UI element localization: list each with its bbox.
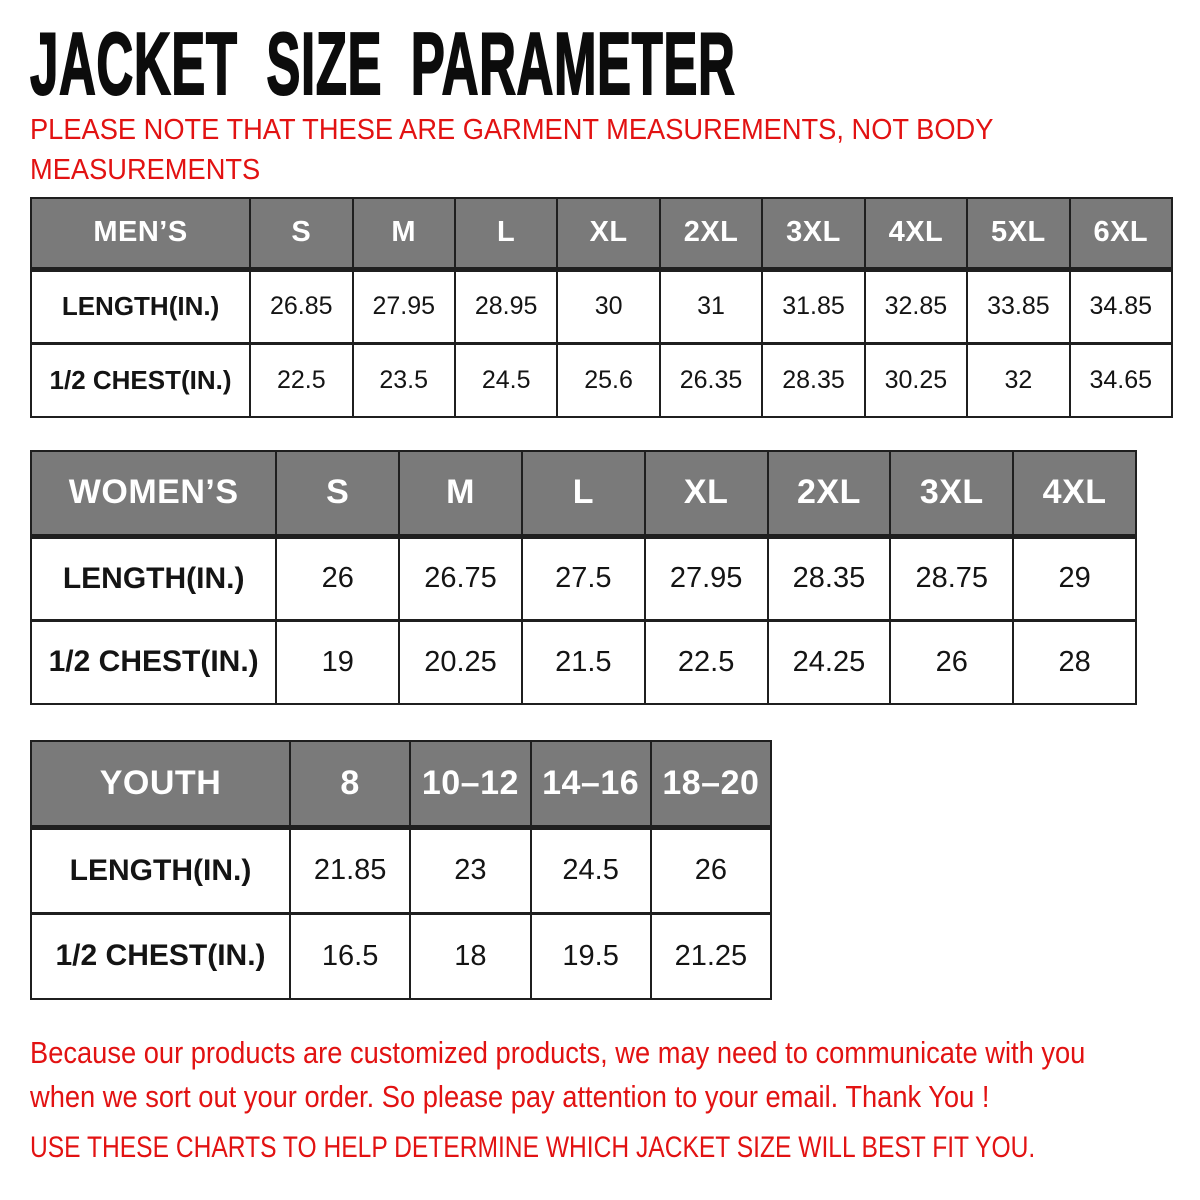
measurement-value-cell: 26: [275, 535, 401, 622]
measurement-value-cell: 26: [649, 826, 773, 915]
measurement-value-cell: 27.95: [351, 268, 456, 345]
measurement-value-cell: 31: [658, 268, 764, 345]
row-label-cell: LENGTH(IN.): [29, 268, 252, 345]
size-column-header: 4XL: [863, 197, 969, 272]
size-column-header: S: [249, 197, 354, 272]
measurement-value-cell: 26: [889, 619, 1015, 705]
size-column-header: 5XL: [966, 197, 1071, 272]
table-title-cell: WOMEN’S: [29, 450, 278, 539]
measurement-value-cell: 28.75: [889, 535, 1015, 622]
size-column-header: L: [520, 450, 646, 539]
row-label-cell: LENGTH(IN.): [29, 535, 278, 622]
measurement-value-cell: 34.85: [1068, 268, 1174, 345]
notice-line: Because our products are customized prod…: [30, 1035, 1086, 1070]
row-label-cell: 1/2 CHEST(IN.): [29, 342, 252, 418]
table-title-cell: YOUTH: [30, 740, 291, 830]
measurement-value-cell: 26.75: [398, 535, 523, 622]
row-label-cell: LENGTH(IN.): [30, 826, 291, 915]
table-row: LENGTH(IN.) 26 26.75 27.5 27.95 28.35 28.75 29: [29, 535, 1137, 622]
measurement-value-cell: 32.85: [863, 268, 969, 345]
size-column-header: M: [351, 197, 456, 272]
table-row: 1/2 CHEST(IN.) 16.5 18 19.5 21.25: [30, 912, 773, 1000]
size-column-header: XL: [556, 197, 661, 272]
size-column-header: 6XL: [1068, 197, 1174, 272]
note-line: PLEASE NOTE THAT THESE ARE GARMENT MEASU…: [30, 114, 994, 146]
size-column-header: L: [453, 197, 559, 272]
size-column-header: 18–20: [649, 740, 773, 830]
table-row: 1/2 CHEST(IN.) 19 20.25 21.5 22.5 24.25 26 28: [29, 619, 1137, 705]
measurement-value-cell: 26.85: [249, 268, 354, 345]
measurement-value-cell: 22.5: [249, 342, 354, 418]
measurement-value-cell: 26.35: [658, 342, 764, 418]
garment-measurement-note: PLEASE NOTE THAT THESE ARE GARMENT MEASU…: [30, 110, 993, 190]
header-row: WOMEN’S S M L XL 2XL 3XL 4XL: [29, 450, 1137, 539]
womens-size-table: WOMEN’S S M L XL 2XL 3XL 4XL LENGTH(IN.) 26 26.75 2…: [29, 450, 1137, 705]
header-row: MEN’S S M L XL 2XL 3XL 4XL 5XL 6XL: [29, 197, 1174, 272]
measurement-value-cell: 22.5: [643, 619, 769, 705]
size-column-header: 3XL: [761, 197, 866, 272]
measurement-value-cell: 28.35: [766, 535, 892, 622]
size-column-header: S: [275, 450, 401, 539]
youth-size-table: YOUTH 8 10–12 14–16 18–20 LENGTH(IN.) 21.85 23 2…: [30, 740, 773, 1000]
measurement-value-cell: 19.5: [529, 912, 652, 1000]
note-line: MEASUREMENTS: [30, 154, 261, 187]
measurement-value-cell: 27.5: [520, 535, 646, 622]
table-row: LENGTH(IN.) 26.85 27.95 28.95 30 31 31.85 32.85…: [29, 268, 1174, 345]
size-column-header: 10–12: [409, 740, 532, 830]
measurement-value-cell: 23.5: [351, 342, 456, 418]
measurement-value-cell: 24.25: [766, 619, 892, 705]
measurement-value-cell: 32: [966, 342, 1071, 418]
table-row: 1/2 CHEST(IN.) 22.5 23.5 24.5 25.6 26.35 28.35…: [29, 342, 1174, 418]
measurement-value-cell: 20.25: [398, 619, 523, 705]
row-label-cell: 1/2 CHEST(IN.): [30, 912, 291, 1000]
size-column-header: 2XL: [766, 450, 892, 539]
measurement-value-cell: 29: [1012, 535, 1137, 622]
measurement-value-cell: 18: [409, 912, 532, 1000]
size-column-header: 3XL: [889, 450, 1015, 539]
row-label-cell: 1/2 CHEST(IN.): [29, 619, 278, 705]
table-row: LENGTH(IN.) 21.85 23 24.5 26: [30, 826, 773, 915]
measurement-value-cell: 28.35: [761, 342, 866, 418]
size-column-header: 4XL: [1012, 450, 1137, 539]
mens-size-table: MEN’S S M L XL 2XL 3XL 4XL 5XL 6XL LENGTH(IN.) 26.8…: [29, 197, 1174, 418]
size-column-header: 8: [288, 740, 412, 830]
measurement-value-cell: 34.65: [1068, 342, 1174, 418]
measurement-value-cell: 16.5: [288, 912, 412, 1000]
measurement-value-cell: 19: [275, 619, 401, 705]
measurement-value-cell: 23: [409, 826, 532, 915]
measurement-value-cell: 21.25: [649, 912, 773, 1000]
measurement-value-cell: 21.85: [288, 826, 412, 915]
measurement-value-cell: 31.85: [761, 268, 866, 345]
header-row: YOUTH 8 10–12 14–16 18–20: [30, 740, 773, 830]
size-column-header: XL: [643, 450, 769, 539]
measurement-value-cell: 24.5: [453, 342, 559, 418]
measurement-value-cell: 25.6: [556, 342, 661, 418]
fit-advice-text: USE THESE CHARTS TO HELP DETERMINE WHICH…: [30, 1131, 1036, 1164]
notice-line: when we sort out your order. So please p…: [30, 1079, 990, 1115]
size-column-header: 14–16: [529, 740, 652, 830]
measurement-value-cell: 28.95: [453, 268, 559, 345]
measurement-value-cell: 21.5: [520, 619, 646, 705]
table-title-cell: MEN’S: [29, 197, 252, 272]
customization-notice: Because our products are customized prod…: [30, 1031, 1085, 1119]
measurement-value-cell: 30.25: [863, 342, 969, 418]
measurement-value-cell: 24.5: [529, 826, 652, 915]
measurement-value-cell: 27.95: [643, 535, 769, 622]
measurement-value-cell: 33.85: [966, 268, 1071, 345]
measurement-value-cell: 30: [556, 268, 661, 345]
size-column-header: 2XL: [658, 197, 764, 272]
page-title: JACKET SIZE PARAMETER: [29, 14, 736, 113]
measurement-value-cell: 28: [1012, 619, 1137, 705]
size-column-header: M: [398, 450, 523, 539]
